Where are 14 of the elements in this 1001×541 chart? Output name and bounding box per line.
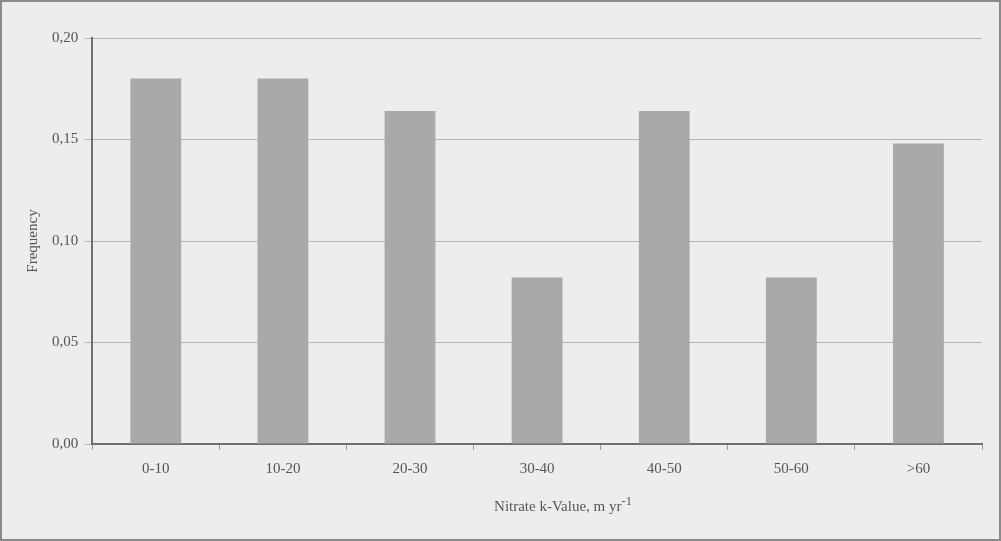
- y-tick-label: 0,10: [52, 231, 79, 248]
- x-axis-title: Nitrate k-Value, m yr$^{-1}$: [493, 494, 633, 515]
- x-tick-label: 30-40: [519, 459, 555, 476]
- x-tick-label: 20-30: [392, 459, 428, 476]
- y-axis-title: Frequency: [23, 208, 40, 273]
- x-tick-label: 10-20: [265, 459, 301, 476]
- y-tick-label: 0,05: [52, 333, 79, 350]
- y-tick-label: 0,00: [52, 434, 79, 451]
- x-tick-label: 0-10: [142, 459, 170, 476]
- x-tick-label: >60: [906, 459, 931, 476]
- x-tick-label: 40-50: [646, 459, 682, 476]
- y-tick-label: 0,20: [52, 28, 79, 45]
- y-tick-label: 0,15: [52, 130, 79, 147]
- x-tick-label: 50-60: [773, 459, 809, 476]
